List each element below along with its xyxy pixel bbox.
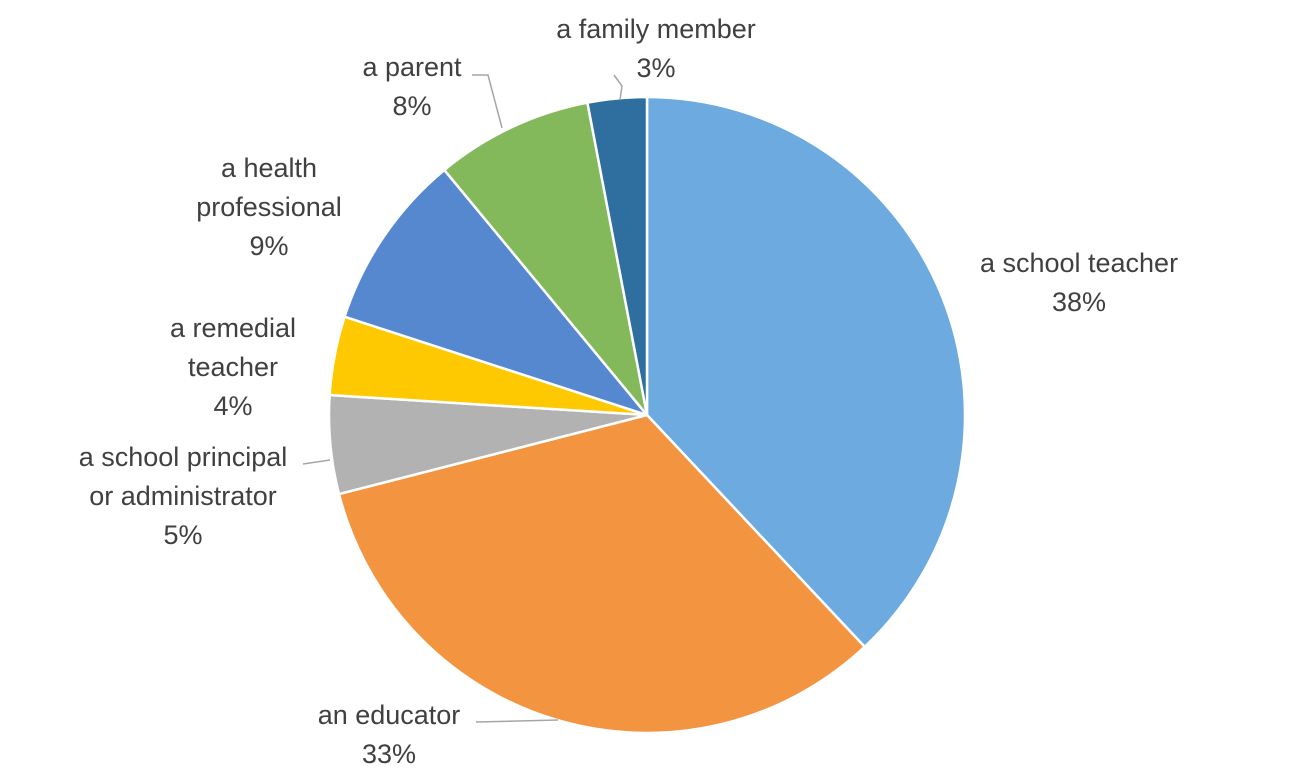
data-label-category: a school teacher [980,248,1178,278]
data-label-percent: 3% [636,53,675,83]
leader-lines-layer [302,74,623,723]
slices-layer [327,95,967,735]
data-label: a school teacher 38% [980,248,1178,317]
data-label-category: an educator [318,700,461,730]
pie-slice-a-school-teacher [645,95,967,649]
data-label-percent: 4% [213,391,252,421]
pie-slice-a-parent [442,101,649,416]
data-label: a school principal or administrator 5% [79,442,288,550]
pie-slice-an-educator [337,413,867,735]
data-label-category: a parent [362,52,462,82]
data-label-percent: 8% [392,91,431,121]
pie-slice-a-health-professional [342,168,651,418]
data-label: a health professional 9% [196,153,342,261]
data-label-category: teacher [188,352,278,382]
data-label-category: or administrator [89,481,277,511]
data-label-category: a school principal [79,442,288,472]
data-label: a family member 3% [556,14,756,83]
data-label: an educator 33% [318,700,461,769]
data-label-percent: 9% [249,231,288,261]
data-label-category: a family member [556,14,756,44]
data-labels-layer: a school teacher 38% an educator 33% a schoo… [79,14,1178,769]
data-label-category: a health [221,153,317,183]
pie-slice-a-family-member [585,95,649,416]
data-label-category: professional [196,192,342,222]
data-label-percent: 38% [1052,287,1106,317]
leader-line [302,459,331,465]
data-label: a parent 8% [362,52,462,121]
leader-line [475,719,559,723]
data-label: a remedial teacher 4% [170,313,296,421]
leader-line [472,74,503,129]
data-label-percent: 5% [163,520,202,550]
data-label-percent: 33% [362,739,416,769]
data-label-category: a remedial [170,313,296,343]
leader-line [613,74,623,101]
